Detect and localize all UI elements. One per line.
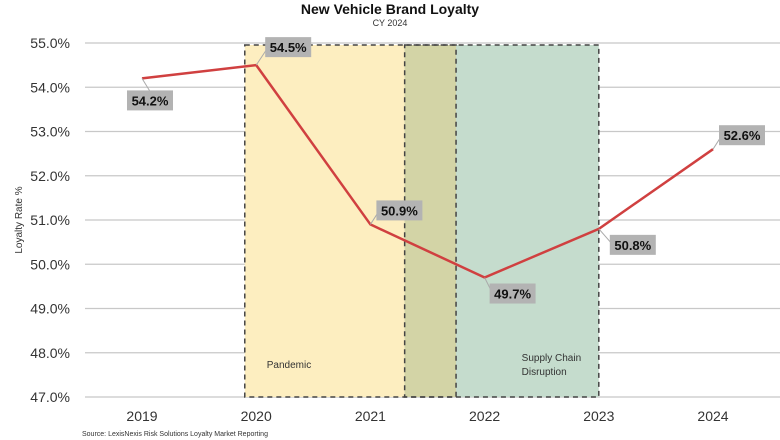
y-tick-label: 48.0% bbox=[30, 345, 70, 361]
y-tick-label: 55.0% bbox=[30, 35, 70, 51]
series-line bbox=[141, 63, 714, 279]
y-axis-label: Loyalty Rate % bbox=[14, 186, 25, 253]
data-label-box bbox=[265, 37, 312, 58]
data-label-box bbox=[489, 283, 536, 304]
chart-title: New Vehicle Brand Loyalty bbox=[301, 1, 479, 17]
data-label: 49.7% bbox=[494, 287, 531, 302]
data-label: 50.9% bbox=[381, 203, 418, 218]
data-label-box bbox=[127, 90, 173, 111]
x-tick-label: 2023 bbox=[583, 408, 614, 424]
region-label-pandemic: Pandemic bbox=[267, 360, 311, 371]
data-label: 52.6% bbox=[724, 128, 761, 143]
y-tick-label: 54.0% bbox=[30, 79, 70, 95]
region-label-supply-chain: Supply Chain bbox=[522, 353, 581, 364]
data-label-leader bbox=[141, 78, 151, 92]
data-label-box bbox=[609, 234, 656, 255]
data-label: 50.8% bbox=[614, 238, 651, 253]
x-tick-label: 2024 bbox=[697, 408, 728, 424]
data-label: 54.5% bbox=[270, 40, 307, 55]
data-label-box bbox=[719, 125, 765, 146]
chart-subtitle: CY 2024 bbox=[373, 18, 408, 28]
data-label: 54.2% bbox=[132, 93, 169, 108]
x-tick-label: 2020 bbox=[241, 408, 272, 424]
data-label-box bbox=[376, 200, 423, 221]
source-note: Source: LexisNexis Risk Solutions Loyalt… bbox=[82, 431, 268, 438]
y-tick-label: 50.0% bbox=[30, 256, 70, 272]
region-supply-chain-border bbox=[403, 44, 600, 398]
y-tick-label: 51.0% bbox=[30, 212, 70, 228]
x-tick-label: 2019 bbox=[126, 408, 157, 424]
y-tick-label: 49.0% bbox=[30, 301, 70, 317]
x-tick-label: 2021 bbox=[355, 408, 386, 424]
region-pandemic-border bbox=[244, 44, 457, 398]
region-overlap bbox=[404, 45, 457, 397]
y-tick-label: 52.0% bbox=[30, 168, 70, 184]
y-tick-label: 47.0% bbox=[30, 389, 70, 405]
region-label-supply-chain: Disruption bbox=[522, 367, 567, 378]
y-tick-label: 53.0% bbox=[30, 124, 70, 140]
x-tick-label: 2022 bbox=[469, 408, 500, 424]
